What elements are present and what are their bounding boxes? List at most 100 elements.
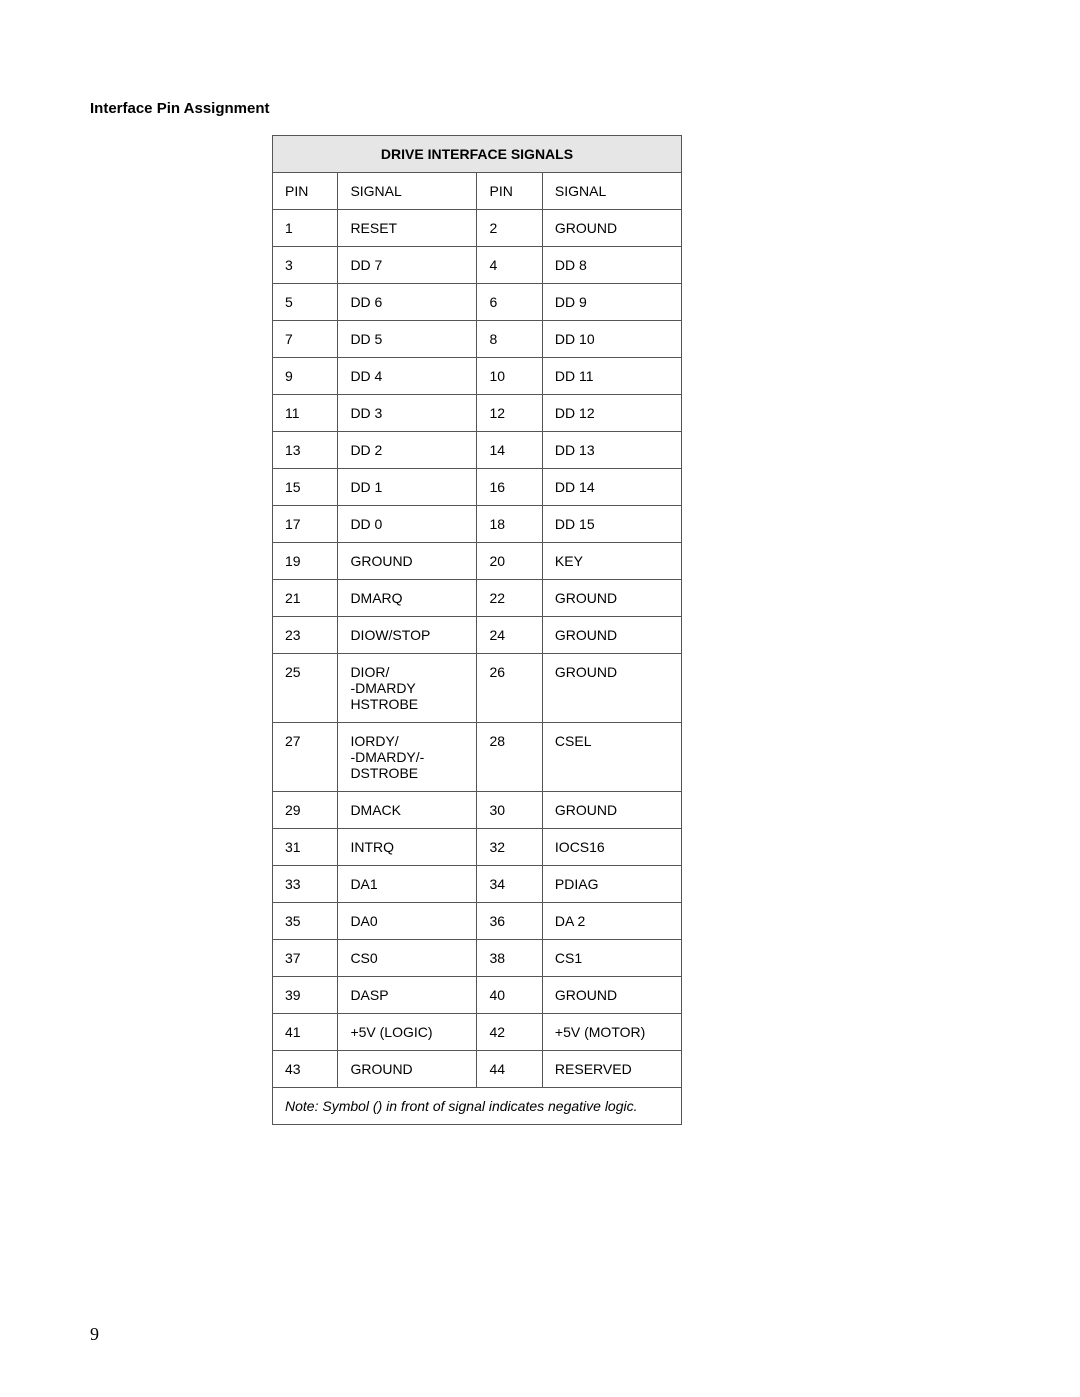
- signal-cell: GROUND: [542, 617, 681, 654]
- table-row: 17DD 018DD 15: [273, 506, 682, 543]
- pin-cell: 44: [477, 1051, 542, 1088]
- pin-cell: 7: [273, 321, 338, 358]
- pin-cell: 36: [477, 903, 542, 940]
- signal-cell: RESERVED: [542, 1051, 681, 1088]
- pin-cell: 34: [477, 866, 542, 903]
- table-row: 33DA134PDIAG: [273, 866, 682, 903]
- table-row: 13DD 214DD 13: [273, 432, 682, 469]
- signal-cell: DD 14: [542, 469, 681, 506]
- signal-cell: CS0: [338, 940, 477, 977]
- pin-cell: 6: [477, 284, 542, 321]
- table-note-row: Note: Symbol () in front of signal indic…: [273, 1088, 682, 1125]
- signals-table: DRIVE INTERFACE SIGNALS PIN SIGNAL PIN S…: [272, 135, 682, 1125]
- pin-cell: 39: [273, 977, 338, 1014]
- pin-cell: 9: [273, 358, 338, 395]
- table-row: 3DD 74DD 8: [273, 247, 682, 284]
- pin-cell: 24: [477, 617, 542, 654]
- pin-cell: 35: [273, 903, 338, 940]
- signal-cell: DD 11: [542, 358, 681, 395]
- pin-cell: 43: [273, 1051, 338, 1088]
- table-row: 11DD 312DD 12: [273, 395, 682, 432]
- pin-cell: 27: [273, 723, 338, 792]
- table-row: 29DMACK30GROUND: [273, 792, 682, 829]
- table-row: 15DD 116DD 14: [273, 469, 682, 506]
- col-header: SIGNAL: [542, 173, 681, 210]
- table-row: 21DMARQ22GROUND: [273, 580, 682, 617]
- pin-cell: 28: [477, 723, 542, 792]
- pin-cell: 3: [273, 247, 338, 284]
- table-row: 1RESET2GROUND: [273, 210, 682, 247]
- signal-cell: DD 6: [338, 284, 477, 321]
- signal-cell: GROUND: [338, 543, 477, 580]
- section-title: Interface Pin Assignment: [90, 100, 990, 117]
- table-row: 31INTRQ32IOCS16: [273, 829, 682, 866]
- signal-cell: GROUND: [542, 580, 681, 617]
- pin-cell: 37: [273, 940, 338, 977]
- pin-cell: 8: [477, 321, 542, 358]
- signal-cell: DD 15: [542, 506, 681, 543]
- pin-cell: 15: [273, 469, 338, 506]
- signal-cell: DA1: [338, 866, 477, 903]
- table-row: 39DASP40GROUND: [273, 977, 682, 1014]
- signal-cell: DASP: [338, 977, 477, 1014]
- pin-cell: 41: [273, 1014, 338, 1051]
- signal-cell: KEY: [542, 543, 681, 580]
- pin-cell: 14: [477, 432, 542, 469]
- signal-cell: DD 1: [338, 469, 477, 506]
- signal-cell: GROUND: [542, 977, 681, 1014]
- signals-table-wrap: DRIVE INTERFACE SIGNALS PIN SIGNAL PIN S…: [272, 135, 682, 1125]
- signal-cell: IORDY/-DMARDY/-DSTROBE: [338, 723, 477, 792]
- table-row: 43GROUND44RESERVED: [273, 1051, 682, 1088]
- col-header: PIN: [273, 173, 338, 210]
- pin-cell: 31: [273, 829, 338, 866]
- col-header: PIN: [477, 173, 542, 210]
- signal-cell: +5V (LOGIC): [338, 1014, 477, 1051]
- signal-cell: DD 12: [542, 395, 681, 432]
- signal-cell: GROUND: [542, 210, 681, 247]
- signal-cell: IOCS16: [542, 829, 681, 866]
- signal-cell: +5V (MOTOR): [542, 1014, 681, 1051]
- signal-cell: DA0: [338, 903, 477, 940]
- signal-cell: DD 7: [338, 247, 477, 284]
- pin-cell: 33: [273, 866, 338, 903]
- pin-cell: 12: [477, 395, 542, 432]
- signal-cell: DIOW/STOP: [338, 617, 477, 654]
- signal-cell: INTRQ: [338, 829, 477, 866]
- table-row: 7DD 58DD 10: [273, 321, 682, 358]
- pin-cell: 30: [477, 792, 542, 829]
- table-row: 5DD 66DD 9: [273, 284, 682, 321]
- pin-cell: 25: [273, 654, 338, 723]
- signal-cell: DD 13: [542, 432, 681, 469]
- table-row: 23DIOW/STOP24GROUND: [273, 617, 682, 654]
- table-row: 37CS038CS1: [273, 940, 682, 977]
- signal-cell: CS1: [542, 940, 681, 977]
- pin-cell: 13: [273, 432, 338, 469]
- pin-cell: 17: [273, 506, 338, 543]
- table-row: 35DA036DA 2: [273, 903, 682, 940]
- pin-cell: 42: [477, 1014, 542, 1051]
- signal-cell: RESET: [338, 210, 477, 247]
- signal-cell: PDIAG: [542, 866, 681, 903]
- pin-cell: 29: [273, 792, 338, 829]
- signal-cell: DMACK: [338, 792, 477, 829]
- pin-cell: 23: [273, 617, 338, 654]
- pin-cell: 20: [477, 543, 542, 580]
- pin-cell: 4: [477, 247, 542, 284]
- signal-cell: DMARQ: [338, 580, 477, 617]
- pin-cell: 19: [273, 543, 338, 580]
- table-title: DRIVE INTERFACE SIGNALS: [273, 136, 682, 173]
- table-row: 41+5V (LOGIC)42+5V (MOTOR): [273, 1014, 682, 1051]
- pin-cell: 22: [477, 580, 542, 617]
- pin-cell: 32: [477, 829, 542, 866]
- signal-cell: DD 8: [542, 247, 681, 284]
- signal-cell: DD 0: [338, 506, 477, 543]
- table-note: Note: Symbol () in front of signal indic…: [273, 1088, 682, 1125]
- pin-cell: 21: [273, 580, 338, 617]
- pin-cell: 1: [273, 210, 338, 247]
- pin-cell: 16: [477, 469, 542, 506]
- signal-cell: DD 2: [338, 432, 477, 469]
- signal-cell: DD 10: [542, 321, 681, 358]
- signal-cell: GROUND: [338, 1051, 477, 1088]
- table-header-row: PIN SIGNAL PIN SIGNAL: [273, 173, 682, 210]
- table-row: 19GROUND20KEY: [273, 543, 682, 580]
